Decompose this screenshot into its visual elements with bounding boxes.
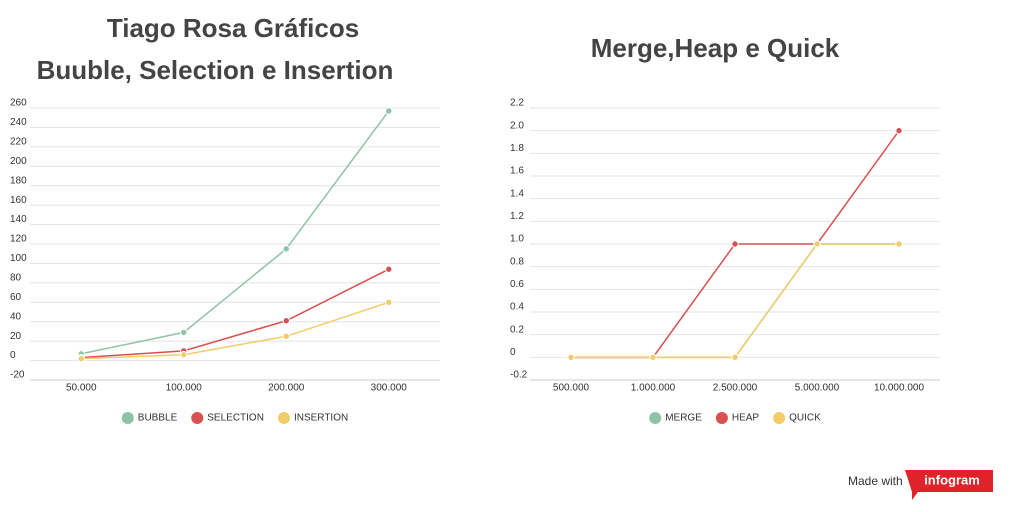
legend-label: BUBBLE xyxy=(138,413,178,424)
chart-subtitle: Buuble, Selection e Insertion xyxy=(37,55,394,85)
y-tick-label: 80 xyxy=(10,272,22,283)
y-tick-label: 20 xyxy=(10,331,22,342)
x-tick-label: 1.000.000 xyxy=(631,383,676,394)
x-tick-label: 5.000.000 xyxy=(795,383,840,394)
y-tick-label: 240 xyxy=(10,117,27,128)
data-point xyxy=(77,354,85,363)
x-tick-label: 200.000 xyxy=(268,383,305,394)
y-tick-label: 0.6 xyxy=(510,279,524,290)
data-point xyxy=(649,353,657,362)
x-tick-label: 2.500.000 xyxy=(713,383,758,394)
x-tick-label: 50.000 xyxy=(66,383,97,394)
y-tick-label: 0.4 xyxy=(510,302,524,313)
data-point xyxy=(895,240,903,248)
data-point xyxy=(385,107,393,115)
series-line xyxy=(571,243,899,359)
series-line xyxy=(81,110,390,355)
y-tick-label: 0.8 xyxy=(510,256,524,267)
data-point xyxy=(731,353,739,362)
footer-text: Made with xyxy=(848,474,903,488)
y-tick-label: 160 xyxy=(10,195,27,206)
chart-title: Merge,Heap e Quick xyxy=(591,33,840,63)
y-tick-label: 1.2 xyxy=(510,211,524,222)
legend-marker xyxy=(773,412,786,424)
y-tick-label: 60 xyxy=(10,292,22,303)
brand-text[interactable]: infogram xyxy=(924,472,980,487)
x-tick-label: 500.000 xyxy=(553,383,590,394)
x-tick-label: 100.000 xyxy=(166,383,203,394)
y-tick-label: 40 xyxy=(10,311,22,322)
y-tick-label: 1.6 xyxy=(510,166,524,177)
y-tick-label: 1.0 xyxy=(510,234,524,245)
y-tick-label: 0 xyxy=(510,347,516,358)
data-point xyxy=(180,351,188,359)
y-tick-label: 0.2 xyxy=(510,324,524,335)
y-tick-label: 0 xyxy=(10,350,16,361)
y-tick-label: 140 xyxy=(10,214,27,225)
data-point xyxy=(895,126,903,135)
legend-marker xyxy=(715,412,728,424)
y-tick-label: 1.8 xyxy=(510,143,524,154)
y-tick-label: 120 xyxy=(10,234,27,245)
data-point xyxy=(385,298,393,306)
y-tick-label: 2.0 xyxy=(510,120,524,131)
brand-badge[interactable] xyxy=(905,470,993,500)
legend-label: SELECTION xyxy=(207,413,264,424)
y-tick-label: 200 xyxy=(10,156,27,167)
x-tick-label: 10.000.000 xyxy=(874,383,924,394)
data-point xyxy=(282,317,290,325)
legend-marker xyxy=(649,412,662,424)
legend-label: HEAP xyxy=(732,413,760,424)
legend-marker xyxy=(277,412,290,424)
data-point xyxy=(813,240,821,248)
data-point xyxy=(180,328,188,337)
legend-marker xyxy=(191,412,204,424)
legend-label: INSERTION xyxy=(294,413,348,424)
legend-marker xyxy=(121,412,134,424)
y-tick-label: 180 xyxy=(10,175,27,186)
y-tick-label: -20 xyxy=(10,370,25,381)
series-line xyxy=(571,243,899,359)
y-tick-label: -0.2 xyxy=(510,370,528,381)
data-point xyxy=(385,265,393,273)
legend-label: MERGE xyxy=(665,413,702,424)
y-tick-label: 2.2 xyxy=(510,98,524,109)
legend-label: QUICK xyxy=(789,413,821,424)
y-tick-label: 260 xyxy=(10,98,27,109)
y-tick-label: 100 xyxy=(10,253,27,264)
data-point xyxy=(282,332,290,340)
series-line xyxy=(81,268,390,359)
data-point xyxy=(567,353,575,362)
chart-title: Tiago Rosa Gráficos xyxy=(107,13,359,43)
x-tick-label: 300.000 xyxy=(371,383,408,394)
series-line xyxy=(81,301,389,360)
data-point xyxy=(282,245,290,253)
y-tick-label: 220 xyxy=(10,136,27,147)
y-tick-label: 1.4 xyxy=(510,188,524,199)
data-point xyxy=(731,240,739,248)
